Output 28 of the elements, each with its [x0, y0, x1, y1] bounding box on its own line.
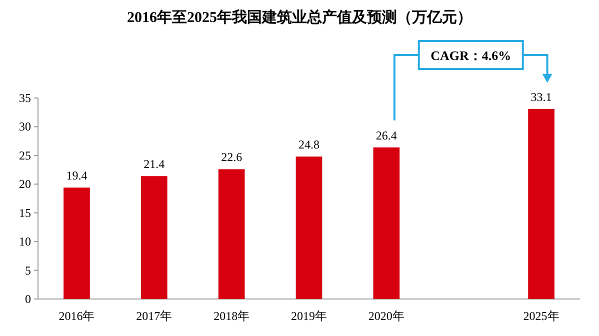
y-tick-label: 5: [25, 263, 31, 278]
text: CAGR：4.6%: [430, 48, 512, 63]
y-tick-label: 30: [19, 120, 31, 134]
data-label: 22.6: [221, 150, 242, 164]
data-label: 21.4: [144, 157, 165, 172]
x-tick-label: 2016年: [58, 309, 95, 323]
y-tick-label: 25: [19, 148, 31, 162]
chart-title: 2016年至2025年我国建筑业总产值及预测（万亿元）: [127, 9, 472, 26]
x-tick-label: 2025年: [523, 309, 560, 323]
data-label: 19.4: [66, 168, 88, 183]
y-tick-label: 20: [19, 177, 31, 192]
data-label: 26.4: [376, 128, 397, 142]
x-tick-label: 2019年: [291, 309, 327, 323]
data-label: 33.1: [530, 90, 552, 104]
y-tick-label: 0: [25, 292, 31, 306]
data-label: 24.8: [298, 138, 320, 152]
bar: [296, 156, 322, 299]
bar: [373, 147, 400, 299]
bar: [64, 188, 90, 299]
bar: [528, 108, 554, 299]
y-tick-label: 15: [19, 206, 31, 220]
y-tick-label: 10: [19, 234, 31, 249]
y-tick-label: 35: [19, 91, 31, 105]
x-tick-label: 2020年: [368, 309, 404, 323]
bar: [218, 169, 245, 299]
x-tick-label: 2017年: [136, 309, 172, 323]
bar: [140, 176, 168, 299]
x-tick-label: 2018年: [214, 309, 250, 323]
